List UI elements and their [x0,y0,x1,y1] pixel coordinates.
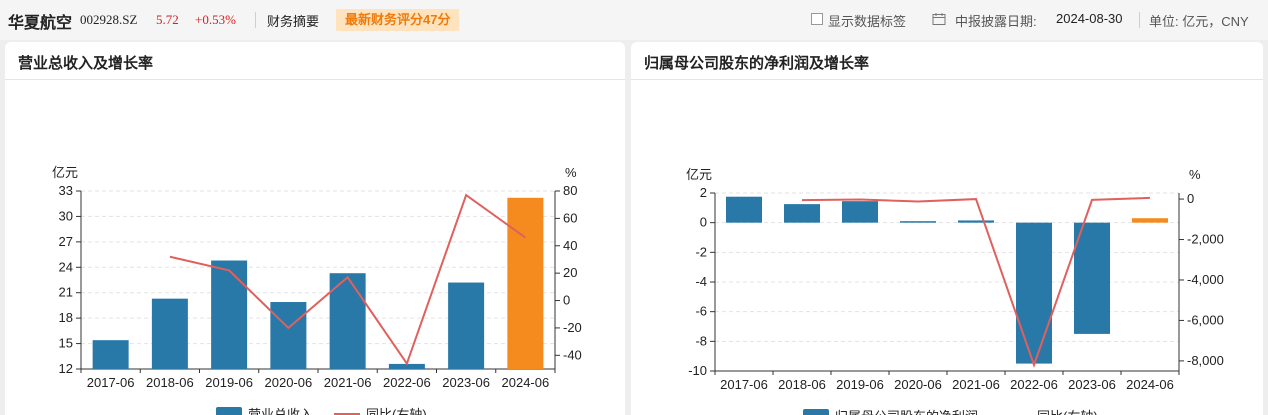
y-tick-label-left: 27 [59,234,73,249]
bar [151,298,188,369]
x-tick-label: 2024-06 [1126,377,1174,392]
y-tick-label-left: 21 [59,285,73,300]
y-tick-label-left: 2 [700,185,707,200]
x-tick-label: 2017-06 [87,375,135,390]
y-tick-label-left: -8 [695,333,707,348]
bar [270,302,307,369]
y-tick-label-left: 33 [59,183,73,198]
x-tick-label: 2017-06 [720,377,768,392]
divider [5,79,625,80]
y-tick-label-left: -6 [695,304,707,319]
x-tick-label: 2020-06 [894,377,942,392]
y-tick-label-left: 30 [59,208,73,223]
x-tick-label: 2018-06 [778,377,826,392]
show-labels-label[interactable]: 显示数据标签 [828,14,907,29]
y-tick-label-right: 80 [563,183,577,198]
y-tick-label-right: -6,000 [1187,312,1224,327]
header-bar: 华夏航空 002928.SZ 5.72 +0.53% 财务摘要 最新财务评分47… [0,0,1268,40]
bar [1132,218,1168,223]
net-profit-chart: -10 -8 -6 -4 -2 0 2 -8,000 -6,000 -4,000 -2,000 0 亿元… [686,167,1224,415]
bar [900,221,936,223]
divider [255,12,256,28]
x-tick-label: 2018-06 [146,375,194,390]
y-axis-label-right: % [565,165,577,180]
x-tick-label: 2024-06 [502,375,550,390]
y-axis-label-right: % [1189,167,1201,182]
bar [329,273,366,369]
chart-title: 归属母公司股东的净利润及增长率 [644,55,870,72]
score-badge[interactable]: 最新财务评分47分 [336,9,460,31]
x-tick-label: 2021-06 [952,377,1000,392]
y-tick-label-left: -2 [695,244,707,259]
tab-financial-summary[interactable]: 财务摘要 [267,14,320,29]
report-date-label: 中报披露日期: [955,14,1037,29]
y-tick-label-right: -20 [563,320,582,335]
legend-swatch-bar [216,407,242,415]
bar [92,340,129,369]
x-tick-label: 2023-06 [442,375,490,390]
y-axis-label-left: 亿元 [52,165,78,180]
line-series [169,193,526,366]
legend-label: 同比(右轴) [366,407,427,415]
y-tick-label-left: 12 [59,361,73,376]
x-tick-label: 2022-06 [383,375,431,390]
price-change: +0.53% [195,12,236,27]
y-tick-label-right: 40 [563,238,577,253]
bar [1016,222,1052,364]
chart-title: 营业总收入及增长率 [18,55,154,72]
divider [1139,12,1140,28]
legend-swatch-bar [803,409,829,415]
y-tick-label-left: 24 [59,259,73,274]
legend-label: 同比(右轴) [1037,409,1098,415]
y-tick-label-right: 20 [563,265,577,280]
x-tick-label: 2020-06 [265,375,313,390]
x-tick-label: 2021-06 [324,375,372,390]
bar [1074,222,1110,334]
stock-code: 002928.SZ [80,12,138,27]
y-tick-label-right: -40 [563,347,582,362]
calendar-icon [932,12,946,31]
stock-name: 华夏航空 [8,15,73,32]
y-tick-label-right: -8,000 [1187,353,1224,368]
y-tick-label-right: 0 [563,293,570,308]
x-tick-label: 2019-06 [205,375,253,390]
legend-label: 归属母公司股东的净利润 [835,409,978,415]
bar [388,363,425,369]
bar [784,204,820,223]
show-labels-checkbox[interactable] [811,13,823,25]
bar [958,220,994,223]
bar [842,201,878,223]
y-tick-label-left: -10 [688,363,707,378]
bar [726,196,762,223]
x-tick-label: 2022-06 [1010,377,1058,392]
unit-label: 单位: 亿元，CNY [1149,14,1249,29]
x-tick-label: 2019-06 [836,377,884,392]
y-tick-label-right: 0 [1187,191,1194,206]
y-tick-label-left: 18 [59,310,73,325]
y-tick-label-right: 60 [563,210,577,225]
y-axis-label-left: 亿元 [686,167,712,182]
y-tick-label-left: 15 [59,336,73,351]
revenue-chart: 12 15 18 21 24 27 30 33 -40 -20 0 20 40 60 80 亿元 % 2017-0… [52,165,582,415]
y-tick-label-right: -4,000 [1187,272,1224,287]
bar [211,260,248,369]
x-tick-label: 2023-06 [1068,377,1116,392]
stock-price: 5.72 [156,12,179,27]
legend-label: 营业总收入 [248,407,313,415]
report-date-value: 2024-08-30 [1056,11,1123,26]
divider [631,79,1263,80]
revenue-panel: 营业总收入及增长率 12 15 18 21 24 27 30 33 -40 -20 0 20 40 60 8… [5,42,625,415]
line-series [801,196,1151,368]
y-tick-label-left: -4 [695,274,707,289]
net-profit-panel: 归属母公司股东的净利润及增长率 -10 -8 -6 -4 -2 0 2 -8,000 -6,00… [631,42,1263,415]
bar [507,197,544,369]
y-tick-label-right: -2,000 [1187,232,1224,247]
bar [448,282,485,369]
y-tick-label-left: 0 [700,215,707,230]
